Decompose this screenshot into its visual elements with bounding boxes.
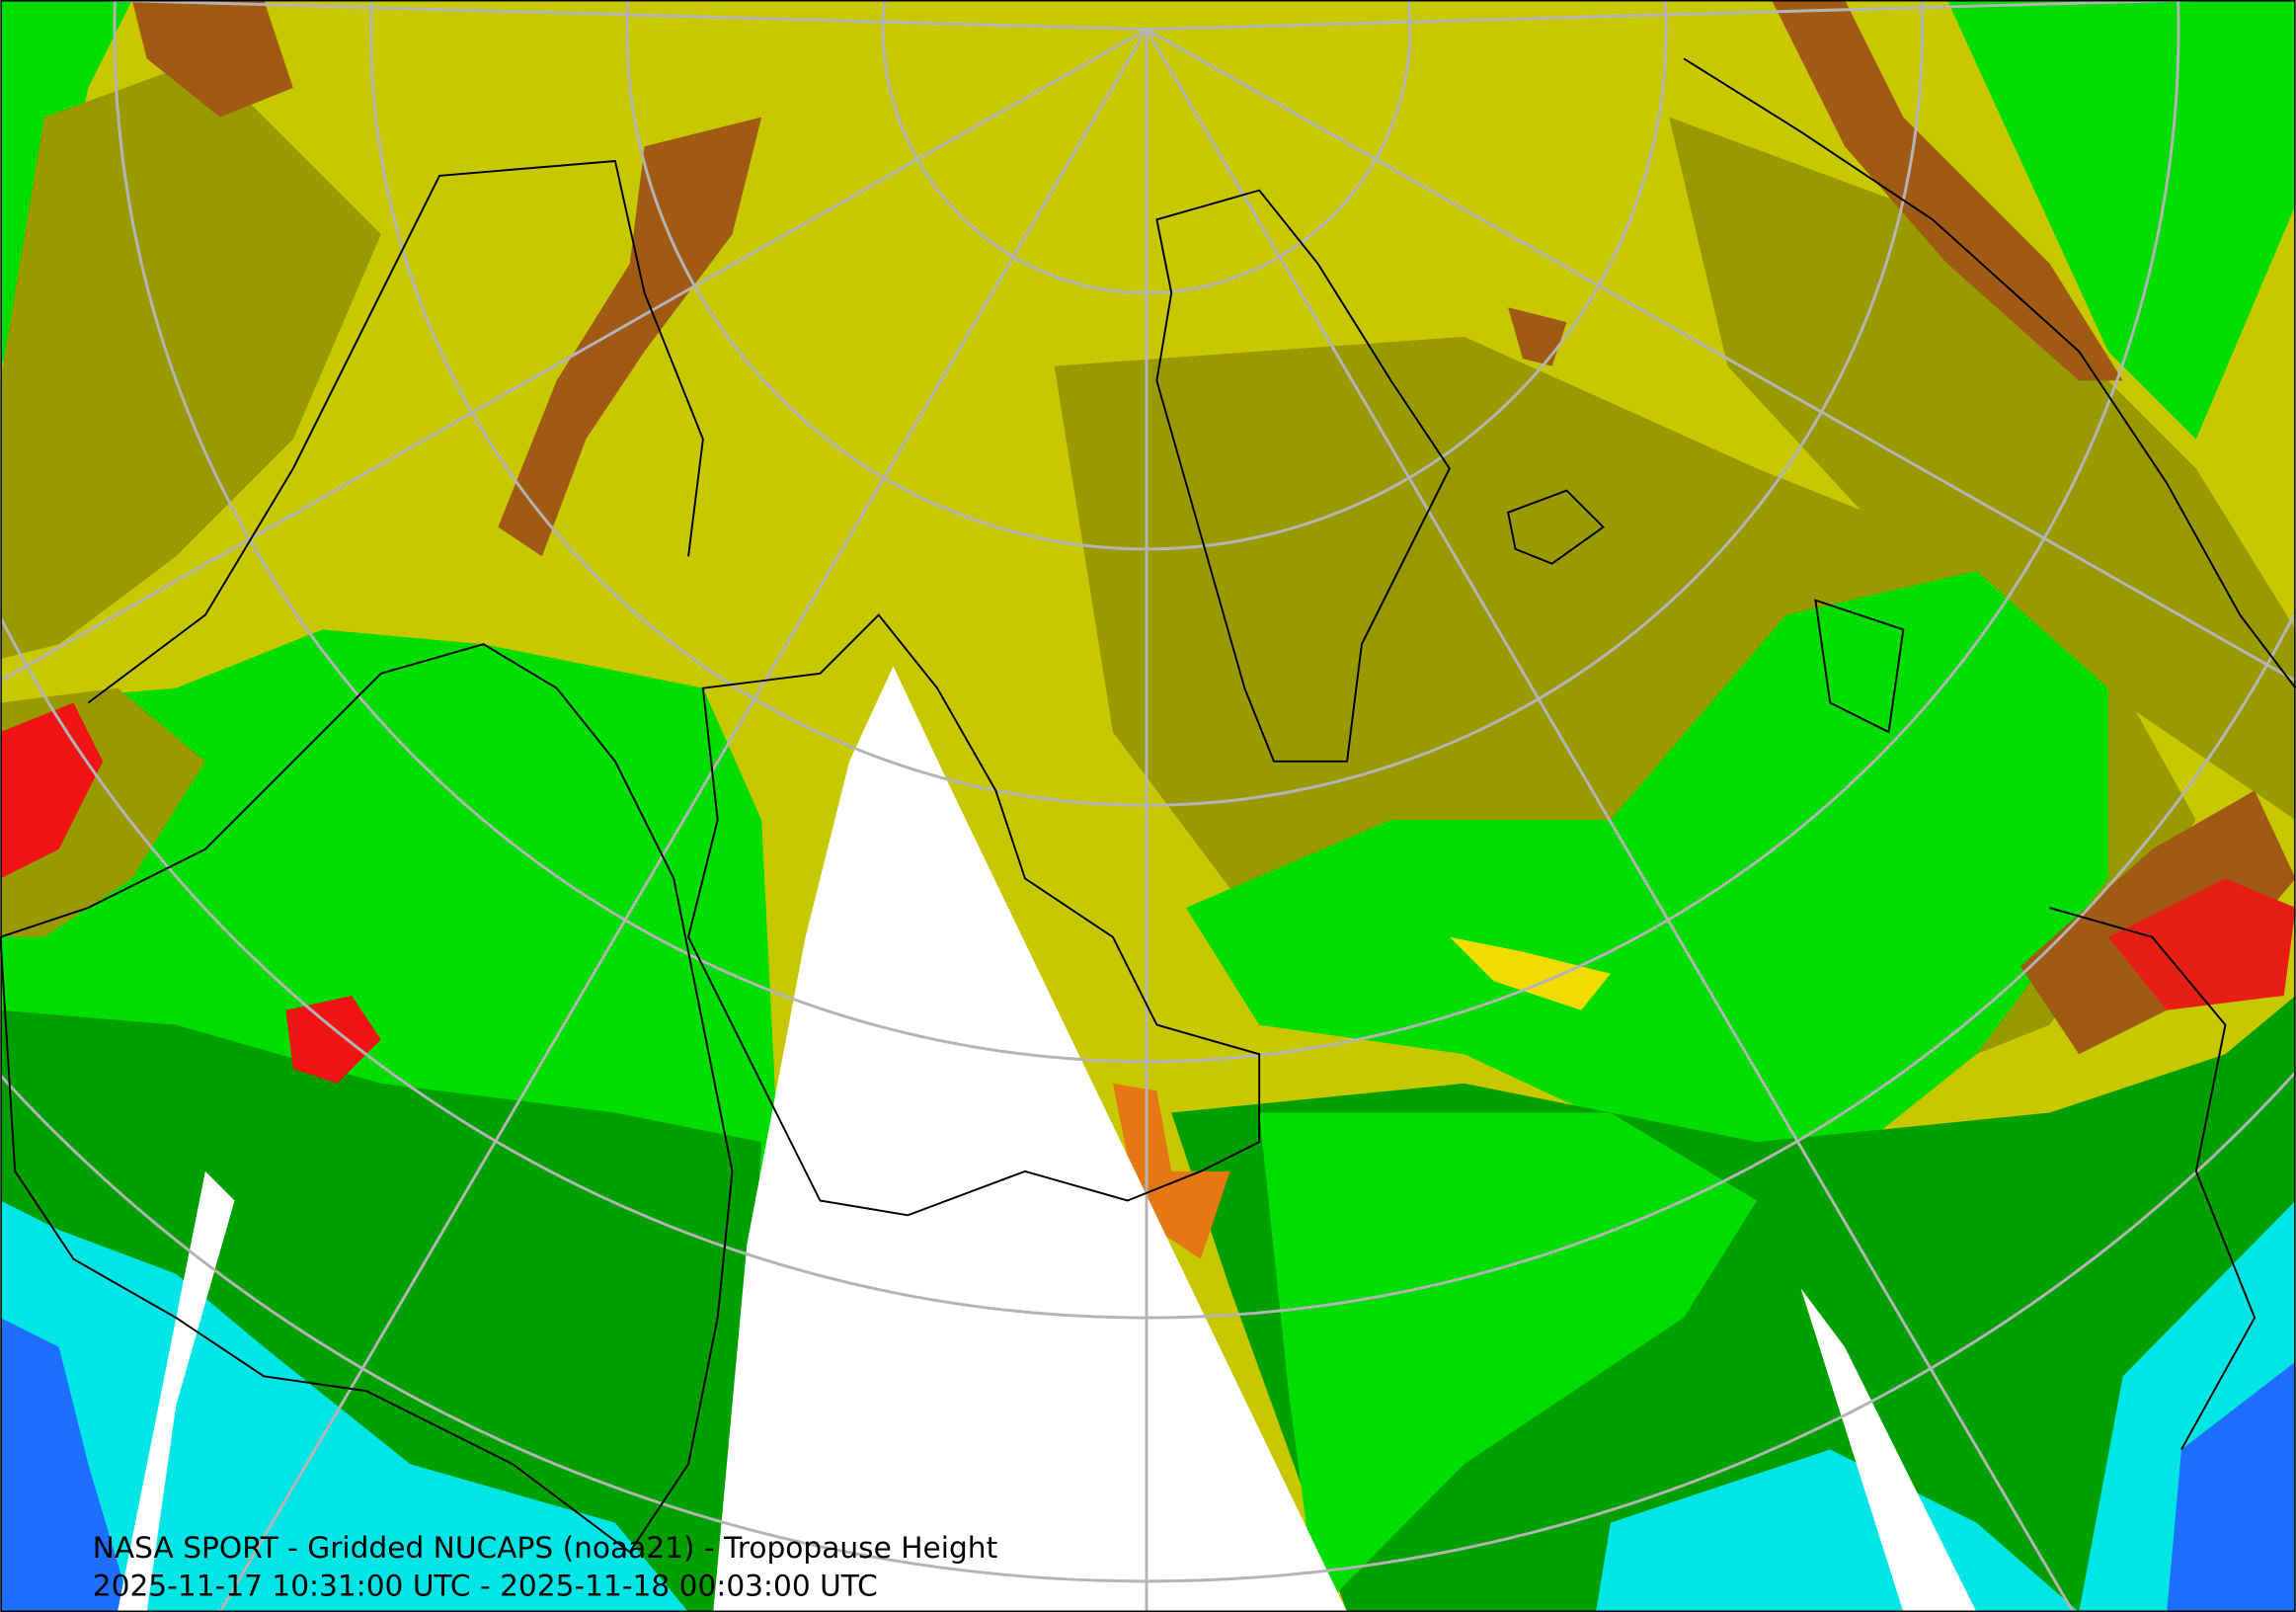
field-nodata: [713, 666, 1348, 1612]
field-brown: [498, 117, 762, 557]
field-yellow: [1449, 936, 1611, 1010]
meridian: [0, 28, 1148, 683]
field-green: [1186, 571, 2108, 1171]
meridian: [1145, 28, 2075, 1612]
meridian: [103, 0, 1148, 32]
field-green: [1259, 1112, 1758, 1612]
field-green: [1946, 0, 2296, 440]
field-red: [2107, 878, 2296, 1010]
field-olive: [1669, 117, 2296, 821]
africa-outline: [2049, 907, 2256, 1450]
field-brown: [1771, 0, 2123, 381]
field-brown: [131, 0, 293, 118]
greenland-outline: [1155, 189, 1451, 763]
field-blue: [0, 1318, 132, 1612]
coastlines: [0, 57, 2296, 1554]
field-blue: [2167, 1361, 2296, 1612]
meridian: [1146, 28, 2296, 683]
meridian: [218, 28, 1148, 1612]
map-time-range: 2025-11-17 10:31:00 UTC - 2025-11-18 00:…: [93, 1569, 878, 1603]
north-america-east-outline: [687, 613, 1261, 1217]
north-america-west-outline: [0, 643, 734, 1554]
field-brown: [1508, 307, 1567, 366]
field-cyan: [0, 1200, 689, 1612]
field-olive: [0, 58, 381, 660]
field-orange: [1112, 1083, 1230, 1259]
field-nodata: [1800, 1288, 1977, 1612]
europe-outline: [1683, 57, 2296, 734]
iceland-outline: [1507, 489, 1605, 565]
field-nodata: [117, 1170, 235, 1612]
alaska-canada-outline: [87, 160, 704, 704]
meridian: [1146, 0, 2190, 32]
map-title: NASA SPORT - Gridded NUCAPS (noaa21) - T…: [93, 1530, 997, 1565]
field-red: [285, 995, 381, 1084]
field-cyan: [1596, 1449, 2080, 1612]
